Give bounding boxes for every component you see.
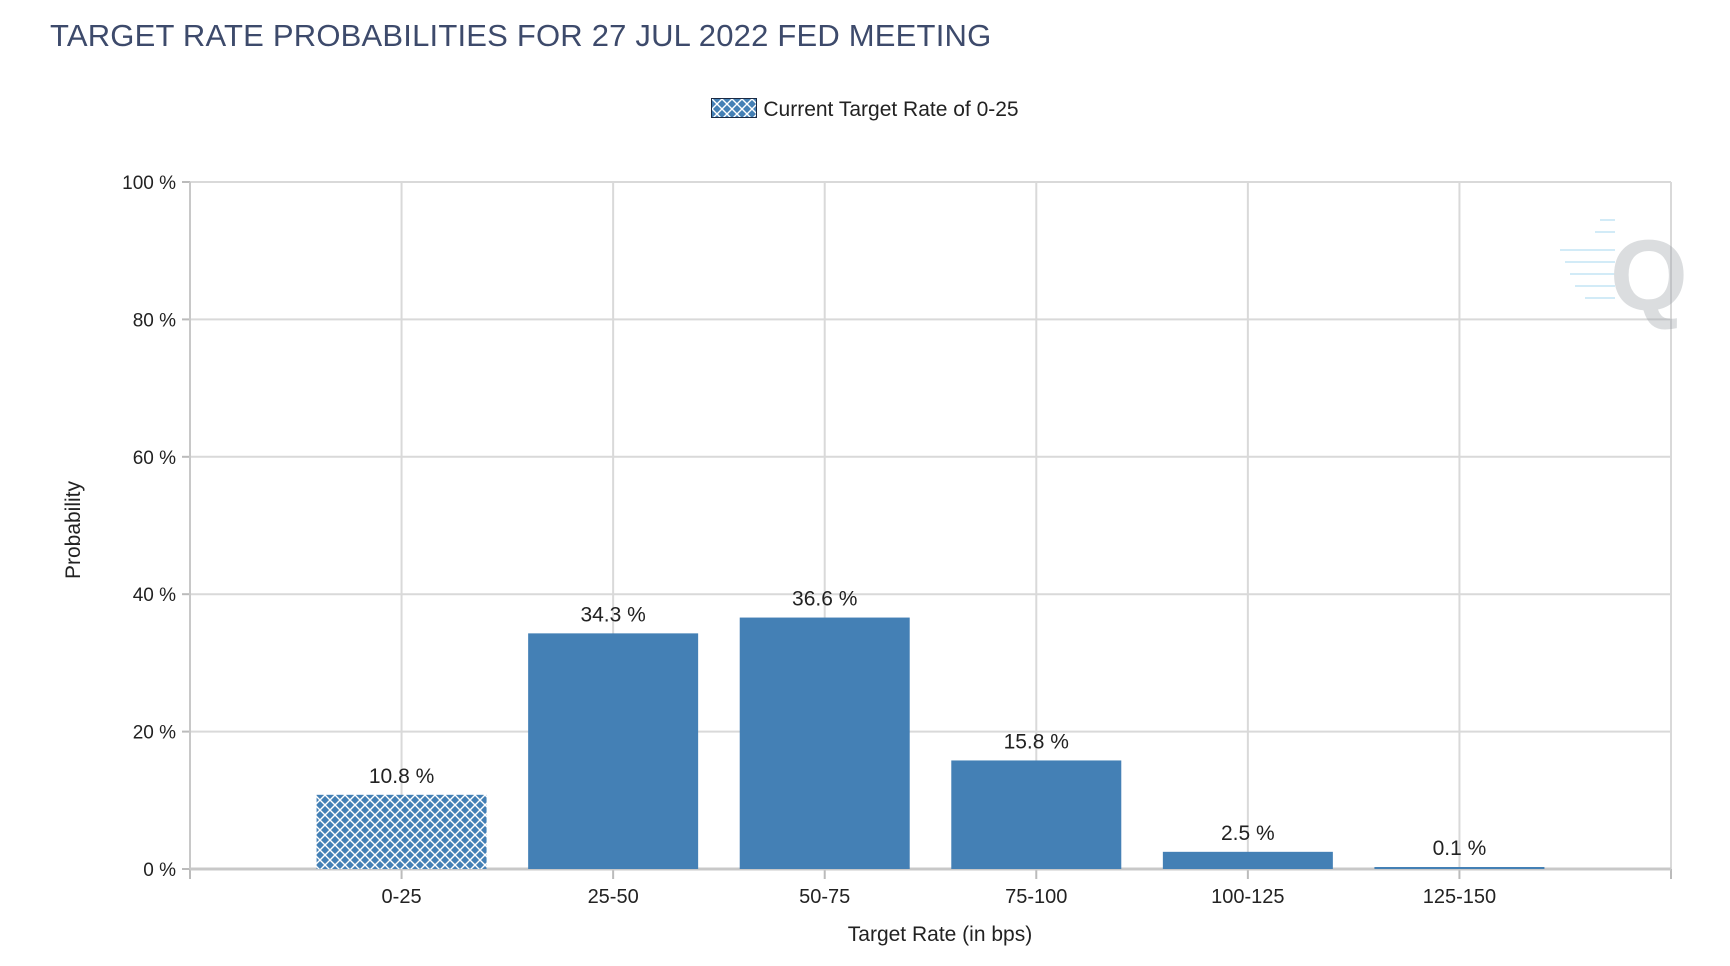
legend-label: Current Target Rate of 0-25 (763, 98, 1019, 121)
x-tick-label: 50-75 (799, 886, 850, 908)
bar-50-75 (739, 617, 910, 869)
data-label: 15.8 % (1004, 730, 1069, 753)
watermark-logo: Q (1560, 219, 1688, 332)
y-tick-label: 0 % (143, 860, 176, 881)
data-label: 10.8 % (369, 765, 434, 788)
data-label: 0.1 % (1433, 837, 1487, 860)
y-axis-title: Probability (62, 480, 85, 579)
x-tick-label: 125-150 (1423, 886, 1496, 908)
x-tick-label: 100-125 (1211, 886, 1284, 908)
x-tick-label: 25-50 (588, 886, 639, 908)
y-tick-label: 100 % (122, 173, 176, 194)
y-tick-label: 60 % (133, 448, 176, 469)
y-tick-label: 40 % (133, 585, 176, 606)
chart-title: TARGET RATE PROBABILITIES FOR 27 JUL 202… (50, 18, 992, 53)
bar-0-25 (316, 794, 487, 869)
svg-text:Q: Q (1610, 220, 1688, 332)
bar-100-125 (1162, 851, 1333, 869)
legend-swatch-hatched (711, 98, 758, 118)
x-axis-title: Target Rate (in bps) (848, 923, 1032, 946)
data-label: 2.5 % (1221, 822, 1275, 845)
data-label: 34.3 % (580, 603, 645, 626)
bar-125-150 (1374, 867, 1545, 869)
bar-25-50 (528, 633, 699, 869)
data-label: 36.6 % (792, 588, 857, 611)
y-tick-label: 80 % (133, 310, 176, 331)
legend: Current Target Rate of 0-25 (0, 98, 1730, 122)
bar-75-100 (951, 760, 1122, 869)
x-tick-label: 75-100 (1005, 886, 1067, 908)
y-tick-label: 20 % (133, 723, 176, 744)
x-tick-label: 0-25 (382, 886, 422, 908)
